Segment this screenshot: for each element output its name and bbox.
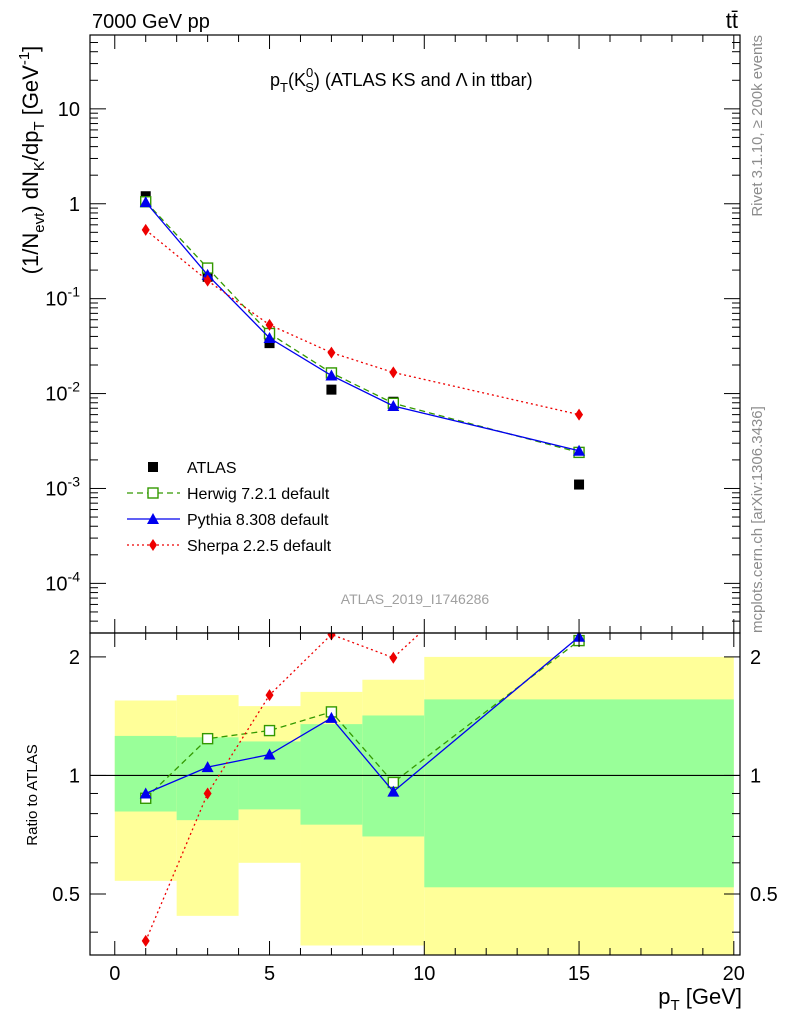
herwig-ratio-point-1	[201, 732, 214, 745]
legend-label-herwig: Herwig 7.2.1 default	[187, 486, 330, 503]
pythia-ratio-point-1	[201, 761, 214, 773]
data-main-point-2	[264, 338, 275, 349]
pythia-main-point-4	[387, 399, 400, 411]
x-tick-label-3: 15	[568, 963, 590, 985]
ratio-band-inner-1	[176, 737, 239, 821]
main-y-tick-exp-5: -4	[68, 568, 81, 584]
sherpa-main-point-1	[203, 274, 212, 287]
ratio-band-inner-3	[300, 724, 363, 825]
ratio-band-inner-5	[424, 699, 734, 888]
ratio-y-tick-label-1: 1	[69, 765, 80, 787]
x-axis-label: pT [GeV]	[658, 984, 742, 1014]
data-main-point-5	[574, 479, 585, 490]
title-S-sub: S	[305, 80, 314, 95]
title-zero-sup: 0	[306, 65, 313, 80]
main-y-tick-base-4: 10	[45, 478, 67, 500]
rivet-label: Rivet 3.1.10, ≥ 200k events	[749, 35, 766, 217]
main-y-tick-label-5: 10-4	[45, 568, 80, 595]
data-main-point-3	[326, 384, 337, 395]
legend-marker-pythia	[147, 513, 159, 524]
main-y-tick-exp-2: -1	[68, 284, 81, 300]
main-y-tick-base-2: 10	[45, 289, 67, 311]
mcplots-label: mcplots.cern.ch [arXiv:1306.3436]	[749, 406, 766, 633]
ratio-y-tick-label-right-2: 2	[750, 647, 761, 669]
title-T-sub: T	[280, 80, 288, 95]
x-tick-label-0: 0	[109, 963, 120, 985]
main-y-tick-label-2: 10-1	[45, 284, 80, 311]
main-y-tick-label-1: 1	[69, 194, 80, 216]
x-tick-label-4: 20	[723, 963, 745, 985]
sherpa-ratio-point-4	[389, 651, 398, 664]
title-rest: ) (ATLAS KS and Λ in ttbar)	[314, 70, 533, 90]
ratio-y-tick-label-0: 0.5	[52, 884, 80, 906]
sherpa-main-point-2	[265, 318, 274, 331]
main-y-label: (1/Nevt) dNK/dpT [GeV-1]	[16, 46, 48, 275]
legend-marker-sherpa	[149, 539, 157, 551]
legend-label-pythia: Pythia 8.308 default	[187, 512, 329, 529]
main-y-tick-base-0: 10	[58, 99, 80, 121]
legend-marker-herwig	[147, 487, 159, 499]
title-open: (K	[288, 70, 306, 90]
main-y-tick-label-4: 10-3	[45, 473, 80, 500]
main-y-tick-base-5: 10	[45, 573, 67, 595]
pythia-ratio-point-0	[139, 787, 152, 799]
pythia-main-point-1	[201, 268, 214, 280]
ratio-y-tick-label-2: 2	[69, 647, 80, 669]
energy-label: 7000 GeV pp	[92, 11, 210, 33]
pythia-ratio-point-3	[325, 711, 338, 723]
x-tick-label-1: 5	[264, 963, 275, 985]
sherpa-main-line	[145, 229, 580, 416]
main-y-tick-exp-3: -2	[68, 379, 81, 395]
ratio-y-tick-label-right-1: 1	[750, 765, 761, 787]
pythia-ratio-point-4	[387, 785, 400, 797]
main-y-tick-base-3: 10	[45, 384, 67, 406]
herwig-main-line	[145, 201, 580, 454]
sherpa-main-point-3	[327, 346, 336, 359]
title-p: p	[270, 70, 280, 90]
pythia-ratio-line	[145, 636, 580, 795]
legend-label-data: ATLAS	[187, 460, 237, 477]
herwig-ratio-point-2	[263, 724, 276, 737]
pythia-main-point-2	[263, 332, 276, 344]
herwig-ratio-line	[145, 640, 580, 799]
sherpa-ratio-point-2	[265, 689, 274, 702]
pythia-ratio-point-2	[263, 748, 276, 760]
sherpa-ratio-point-0	[141, 934, 150, 947]
sherpa-main-point-0	[141, 223, 150, 236]
x-tick-label-2: 10	[413, 963, 435, 985]
process-label: tt̄	[726, 8, 738, 33]
main-y-tick-label-3: 10-2	[45, 379, 80, 406]
pythia-main-point-0	[139, 196, 152, 208]
pythia-main-point-5	[573, 444, 586, 456]
analysis-label: ATLAS_2019_I1746286	[341, 591, 490, 607]
pythia-main-point-3	[325, 369, 338, 381]
main-y-tick-base-1: 1	[69, 194, 80, 216]
plot-title: pT(K0 S) (ATLAS KS and Λ in ttbar)	[270, 65, 533, 95]
main-y-tick-label-0: 10	[58, 99, 80, 121]
ratio-plot-frame	[89, 632, 741, 956]
legend-marker-data	[148, 462, 158, 472]
sherpa-ratio-point-1	[203, 787, 212, 800]
main-y-tick-exp-4: -3	[68, 473, 81, 489]
ratio-y-tick-label-right-0: 0.5	[750, 884, 778, 906]
legend-label-sherpa: Sherpa 2.2.5 default	[187, 538, 332, 555]
ratio-y-label: Ratio to ATLAS	[24, 744, 41, 845]
pythia-main-line	[145, 201, 580, 452]
sherpa-main-point-5	[575, 408, 584, 421]
sherpa-main-point-4	[389, 366, 398, 379]
